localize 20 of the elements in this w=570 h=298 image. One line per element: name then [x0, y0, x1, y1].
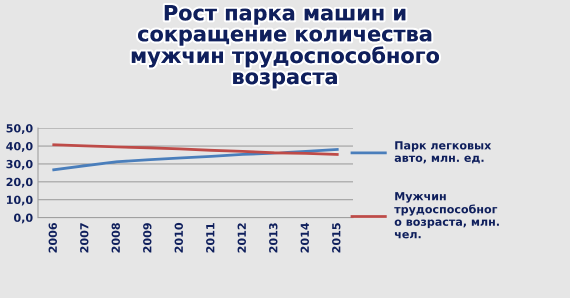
x-tick-label: 2012	[238, 223, 246, 252]
x-tick-label: 2007	[80, 223, 88, 252]
legend-label: Мужчин трудоспособног о возраста, млн. чел.	[394, 192, 499, 238]
legend-label: Парк легковых авто, млн. ед.	[394, 141, 492, 164]
y-tick-label: 50,0	[6, 124, 33, 134]
y-tick-label: 0,0	[14, 214, 33, 224]
x-tick-label: 2009	[143, 223, 152, 252]
x-tick-label: 2006	[48, 223, 57, 252]
y-tick-label: 30,0	[6, 160, 33, 170]
x-tick-label: 2015	[332, 223, 340, 252]
x-tick-label: 2013	[269, 223, 278, 252]
y-tick-label: 40,0	[6, 142, 33, 152]
y-tick-label: 20,0	[6, 178, 33, 188]
x-tick-label: 2008	[112, 223, 120, 252]
y-tick-label: 10,0	[6, 196, 33, 206]
chart-title: Рост парка машин и сокращение количества мужчин трудоспособного возраста	[132, 5, 439, 88]
x-tick-label: 2011	[206, 223, 214, 252]
line-series	[52, 143, 339, 156]
x-tick-label: 2014	[300, 222, 309, 252]
x-tick-label: 2010	[174, 222, 183, 252]
